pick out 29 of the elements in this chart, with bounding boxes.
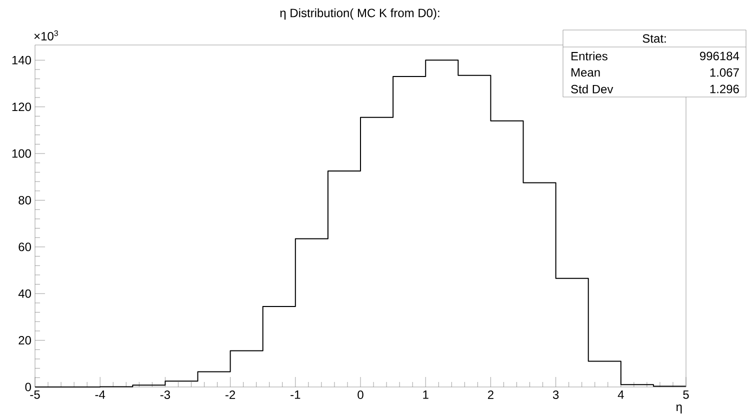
x-tick-label: -5: [30, 390, 40, 399]
y-tick-label: 60: [18, 242, 32, 252]
annotation: Mean: [572, 68, 600, 77]
y-tick-label: 0: [25, 382, 32, 392]
y-tick-label: 120: [12, 102, 32, 112]
text: 1.296: [710, 84, 739, 94]
x-tick-label: 2: [488, 390, 494, 399]
text: Stat:: [642, 34, 666, 43]
text: 996184: [700, 52, 740, 60]
annotation: Entries: [572, 52, 608, 60]
x-tick-label: 4: [618, 390, 624, 399]
chart-title: η Distribution( MC K from D0):: [280, 8, 440, 20]
y-axis-title: ×10$^{3}$: [34, 30, 58, 40]
x-tick-label: -4: [95, 390, 106, 399]
x-tick-label: 0: [358, 390, 364, 400]
text: 1.067: [710, 68, 739, 77]
y-tick-label: 40: [18, 289, 32, 298]
x-tick-label: 1: [423, 390, 428, 399]
y-tick-label: 80: [18, 196, 32, 204]
x-axis-title: η: [676, 404, 682, 414]
y-tick-label: 100: [12, 149, 32, 158]
x-tick-label: -3: [160, 390, 170, 400]
x-tick-label: 5: [683, 390, 689, 399]
y-tick-label: 140: [12, 56, 32, 64]
x-tick-label: 3: [552, 390, 559, 400]
y-tick-label: 20: [18, 336, 32, 345]
x-tick-label: -2: [226, 390, 236, 399]
annotation: Std Dev: [571, 84, 614, 94]
x-tick-label: -1: [290, 390, 300, 399]
